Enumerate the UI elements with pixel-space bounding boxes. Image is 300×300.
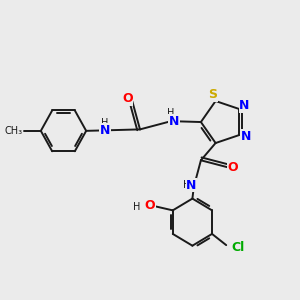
Text: O: O <box>122 92 133 105</box>
Text: N: N <box>186 179 197 192</box>
Text: O: O <box>145 199 155 212</box>
Text: S: S <box>208 88 217 101</box>
Text: CH₃: CH₃ <box>4 126 22 136</box>
Text: N: N <box>239 99 250 112</box>
Text: N: N <box>169 115 179 128</box>
Text: N: N <box>240 130 251 143</box>
Text: N: N <box>100 124 110 137</box>
Text: H: H <box>183 180 190 190</box>
Text: H: H <box>101 118 109 128</box>
Text: H: H <box>133 202 140 212</box>
Text: Cl: Cl <box>231 241 244 254</box>
Text: O: O <box>227 160 238 174</box>
Text: H: H <box>167 109 175 118</box>
